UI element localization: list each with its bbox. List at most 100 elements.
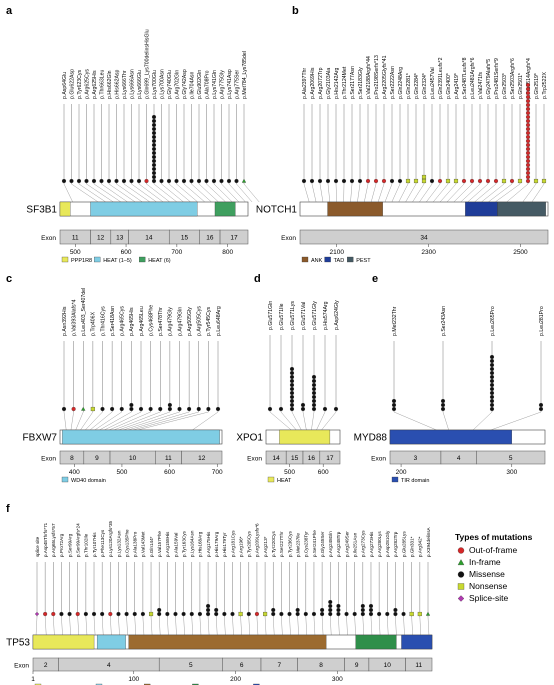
mutation-marker: [151, 154, 157, 160]
mutation-lollipop: p.Glu571Ile: [279, 303, 297, 431]
mutation-lollipop: p.Ala159Val: [173, 533, 178, 636]
mutation-marker: [525, 134, 531, 140]
mutation-lollipop: p.Val393Alafs*4: [70, 299, 77, 431]
mutation-lollipop: p.Gln2501*: [495, 73, 524, 203]
mutation-label: p.Met237Ile: [295, 533, 300, 557]
mutation-connector: [168, 183, 191, 203]
mutation-marker: [311, 394, 317, 400]
mutation-marker: [279, 611, 284, 617]
mutation-label: p.Ser99Arg: [67, 533, 72, 557]
axis-tick-label: 400: [69, 469, 80, 476]
mutation-marker: [525, 170, 531, 176]
mutation-label: p.His168Arg: [198, 531, 203, 557]
mutation-connector: [335, 183, 337, 203]
mutation-lollipop: p.Met784_Lys785del: [242, 51, 260, 203]
mutation-label: p.His574Arg: [323, 301, 329, 330]
domain-legend-swatch: [139, 256, 146, 263]
mutation-lollipop: p.Gly740Glu: [167, 70, 191, 203]
mutation-label: p.Lys164Asn: [190, 530, 195, 557]
mutation-marker: [121, 178, 127, 184]
mutation-marker: [525, 118, 531, 124]
mutation-label: p.Ser241Phe: [312, 530, 317, 557]
mutation-label: p.Pro2514Argfs*4: [526, 58, 532, 99]
panel-letter: b: [292, 5, 299, 17]
mutation-marker: [360, 611, 365, 617]
panel-letter: e: [372, 273, 378, 285]
mutation-marker: [440, 398, 446, 404]
mutation-marker: [328, 603, 333, 609]
exon-number: 8: [70, 455, 74, 462]
mutation-lollipop: p.Asp281Gly: [385, 530, 390, 636]
mutation-marker: [489, 390, 495, 396]
mutation-lollipop: p.Gln2281*: [398, 73, 412, 203]
mutation-label: p.Thr663Leu: [99, 69, 105, 99]
mutation-marker: [59, 611, 64, 617]
mutation-marker: [477, 178, 483, 184]
exon-number: 10: [129, 455, 137, 462]
mutation-marker: [151, 130, 157, 136]
axis-tick-label: 2100: [330, 249, 345, 256]
mutation-marker: [43, 611, 48, 617]
mutation-marker: [167, 402, 172, 408]
mutation-connector: [240, 616, 242, 636]
mutation-label: p.Arg248Trp: [336, 531, 341, 557]
mutation-lollipop: p.Val143Met: [141, 531, 146, 636]
mutation-marker: [138, 406, 144, 412]
mutation-lollipop: p.Ser2503Argfs*6: [488, 58, 516, 203]
mutation-marker: [311, 402, 317, 408]
mutation-label: p.Cys238Tyr: [304, 531, 309, 557]
domain-tir-domain: [389, 429, 512, 445]
mutation-marker: [421, 174, 427, 180]
mutation-marker: [263, 611, 268, 617]
mutation-lollipop: p.Arg2419*: [439, 73, 460, 203]
mutation-connector: [269, 411, 292, 431]
mutation-label: p.Arg775Gly: [219, 70, 225, 99]
mutation-connector: [506, 183, 529, 203]
mutation-lollipop: p.Ser2183Gly: [357, 67, 364, 203]
domain-legend-swatch: [301, 256, 309, 263]
legend-item-nonsense: Nonsense: [457, 581, 508, 591]
mutation-lollipop: p.Lys666Asn: [129, 69, 157, 203]
mutation-connector: [123, 411, 180, 431]
mutation-marker: [525, 138, 531, 144]
mutation-marker: [525, 154, 531, 160]
mutation-label: p.Glu571Gln: [268, 301, 274, 330]
exon-number: 15: [181, 235, 189, 242]
panel-e: e p.Met232Thr p.Ser243Asn p.Leu265Pro p.Leu2…: [354, 273, 546, 484]
mutation-label: p.Glu571Val: [301, 302, 307, 330]
mutation-lollipop: p.His574Arg: [316, 301, 329, 431]
mutation-lollipop: p.Arg2072Trp: [318, 67, 324, 203]
mutation-marker: [84, 178, 89, 184]
mutation-label: p.Gln2281*: [406, 73, 412, 99]
mutation-label: p.Asp64Glu: [62, 72, 68, 99]
domain-legend-label: TIR domain: [401, 478, 429, 484]
mutation-connector: [138, 183, 164, 203]
mutation-lollipop: p.Asp48Thrfs*71: [43, 522, 48, 636]
mutation-marker: [485, 178, 491, 184]
mutation-connector: [224, 616, 226, 636]
mutation-marker: [215, 406, 221, 412]
mutation-label: p.Tyr545Cys: [206, 306, 212, 336]
mutation-marker: [328, 611, 333, 617]
mutation-marker: [110, 406, 115, 412]
mutation-label: p.Leu403_Ser407del: [81, 288, 87, 336]
mutation-lollipop: p.Leu2481Argfs*6: [453, 57, 476, 203]
mutation-label: p.Leu281Pro: [539, 306, 545, 336]
mutation-label: p.Gln144*: [149, 536, 154, 557]
mutation-marker: [148, 406, 153, 412]
mutation-marker: [132, 611, 137, 617]
mutation-label: p.Arg273His: [369, 531, 374, 557]
mutation-marker: [61, 406, 67, 412]
mutation-label: p.Glu571Ile: [279, 303, 285, 330]
mutation-lollipop: p.Leu403_Ser407del: [75, 288, 87, 431]
mutation-marker: [289, 402, 295, 408]
mutation-marker: [360, 607, 365, 613]
mutation-connector: [446, 183, 465, 203]
mutation-marker: [425, 611, 431, 616]
mutation-marker: [377, 611, 382, 617]
mutation-label: p.Tyr163Cys: [181, 531, 186, 557]
mutation-connector: [113, 411, 161, 431]
mutation-marker: [174, 178, 179, 184]
exon-number: 16: [308, 455, 316, 462]
mutation-marker: [289, 406, 295, 412]
